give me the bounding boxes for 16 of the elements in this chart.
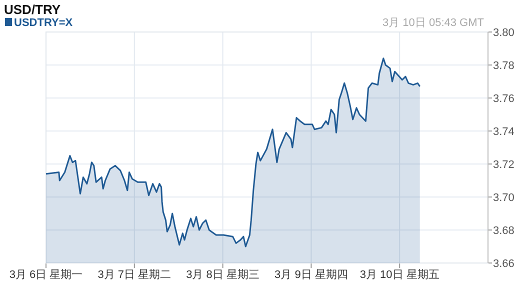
legend-label: USDTRY=X xyxy=(14,17,74,29)
y-tick-label: 3.74 xyxy=(493,126,514,138)
x-tick-label: 3月 7日 星期二 xyxy=(98,269,172,281)
y-tick-label: 3.72 xyxy=(493,159,514,171)
x-tick-label: 3月 9日 星期四 xyxy=(274,269,348,281)
y-tick-label: 3.80 xyxy=(493,27,514,39)
x-tick-label: 3月 8日 星期三 xyxy=(186,269,260,281)
y-tick-label: 3.78 xyxy=(493,60,514,72)
chart-title: USD/TRY xyxy=(4,2,61,17)
y-tick-label: 3.66 xyxy=(493,258,514,270)
y-tick-label: 3.76 xyxy=(493,93,514,105)
x-tick-label: 3月 10日 星期五 xyxy=(360,269,440,281)
y-tick-label: 3.70 xyxy=(493,192,514,204)
text: 3月 10日 05:43 GMT xyxy=(382,17,484,29)
y-tick-label: 3.68 xyxy=(493,225,514,237)
x-tick-label: 3月 6日 星期一 xyxy=(9,269,83,281)
